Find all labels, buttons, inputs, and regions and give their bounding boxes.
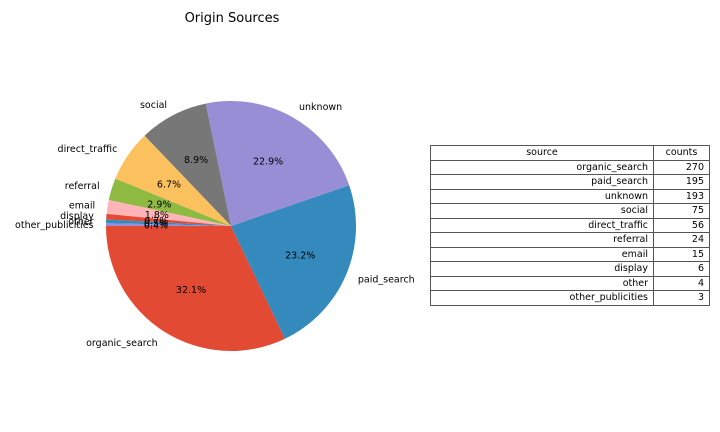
slice-percent-label: 0.7% (144, 216, 168, 227)
table-row: organic_search 270 (430, 159, 710, 175)
slice-percent-label: 23.2% (285, 250, 315, 261)
slice-label: paid_search (358, 275, 415, 286)
slice-label: direct_traffic (58, 144, 118, 155)
cell-source: display (430, 261, 654, 277)
cell-count: 3 (653, 290, 710, 306)
cell-count: 75 (653, 203, 710, 219)
pie-slice-other (106, 219, 231, 226)
table-row: other_publicities 3 (430, 290, 710, 306)
cell-count: 195 (653, 174, 710, 190)
table-row: other 4 (430, 275, 710, 291)
slice-label: unknown (299, 102, 342, 113)
cell-source: other_publicities (430, 290, 654, 306)
cell-source: direct_traffic (430, 217, 654, 233)
table-row: referral 24 (430, 232, 710, 248)
slice-label: email (69, 201, 95, 212)
pie-slice-email (106, 200, 231, 226)
slice-percent-label: 8.9% (184, 155, 208, 166)
slice-percent-label: 6.7% (157, 179, 181, 190)
cell-count: 15 (653, 246, 710, 262)
slice-percent-label: 2.9% (147, 199, 171, 210)
slice-label: social (140, 100, 167, 111)
pie-slice-direct_traffic (115, 135, 231, 226)
pie-slice-social (144, 103, 231, 226)
table-header-row: source counts (430, 145, 710, 161)
slice-percent-label: 22.9% (253, 156, 283, 167)
table-row: social 75 (430, 203, 710, 219)
table-row: direct_traffic 56 (430, 217, 710, 233)
cell-count: 4 (653, 275, 710, 291)
pie-slice-unknown (205, 101, 350, 226)
chart-title: Origin Sources (185, 11, 280, 26)
slice-label: other_publicities (15, 220, 93, 231)
cell-source: email (430, 246, 654, 262)
table-row: paid_search 195 (430, 174, 710, 190)
pie-slice-organic_search (106, 226, 285, 351)
cell-count: 270 (653, 159, 710, 175)
cell-source: unknown (430, 188, 654, 204)
cell-count: 6 (653, 261, 710, 277)
slice-label: referral (65, 181, 100, 192)
cell-count: 24 (653, 232, 710, 248)
slice-label: organic_search (86, 338, 158, 349)
slice-label: other (68, 216, 93, 227)
cell-count: 56 (653, 217, 710, 233)
header-counts: counts (653, 145, 710, 161)
cell-source: referral (430, 232, 654, 248)
slice-percent-label: 0.4% (144, 221, 168, 232)
slice-percent-label: 32.1% (176, 285, 206, 296)
cell-source: other (430, 275, 654, 291)
table-row: unknown 193 (430, 188, 710, 204)
cell-source: social (430, 203, 654, 219)
pie-slice-other_publicities (106, 223, 231, 226)
pie-slice-display (106, 213, 231, 226)
slice-percent-label: 0.5% (144, 219, 168, 230)
counts-table: source counts organic_search 270 paid_sear… (430, 145, 710, 306)
cell-count: 193 (653, 188, 710, 204)
cell-source: organic_search (430, 159, 654, 175)
slice-percent-label: 1.8% (145, 210, 169, 221)
header-source: source (430, 145, 654, 161)
pie-slice-referral (108, 178, 231, 226)
table-row: display 6 (430, 261, 710, 277)
pie-slice-paid_search (231, 185, 356, 339)
table-row: email 15 (430, 246, 710, 262)
slice-label: display (60, 211, 94, 222)
cell-source: paid_search (430, 174, 654, 190)
